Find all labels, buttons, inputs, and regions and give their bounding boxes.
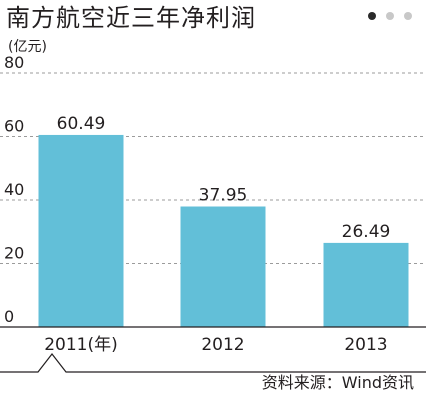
bar	[38, 134, 124, 327]
page-indicator	[368, 12, 412, 20]
bar	[180, 206, 266, 327]
y-axis-unit-label: (亿元)	[8, 39, 47, 55]
bars	[38, 134, 409, 327]
data-label: 60.49	[57, 114, 106, 134]
x-tick-label: 2013	[344, 335, 387, 355]
x-axis-labels: 2011(年) 2012 2013	[44, 335, 387, 355]
y-tick-label: 80	[4, 53, 24, 72]
data-label: 26.49	[342, 222, 391, 242]
source-note: 资料来源：Wind资讯	[261, 373, 414, 392]
bar	[323, 242, 409, 327]
data-labels: 60.49 37.95 26.49	[57, 114, 391, 242]
page-dot-2[interactable]	[386, 12, 394, 20]
x-tick-label: 2011(年)	[44, 335, 118, 355]
data-label: 37.95	[199, 186, 248, 206]
y-tick-label: 60	[4, 117, 24, 136]
x-tick-label: 2012	[201, 335, 244, 355]
y-axis-ticks: 0 20 40 60 80	[4, 53, 24, 326]
y-tick-label: 20	[4, 244, 24, 263]
page-dot-3[interactable]	[404, 12, 412, 20]
timeline-pointer	[0, 353, 426, 373]
chart-title: 南方航空近三年净利润	[6, 4, 256, 32]
page-dot-1[interactable]	[368, 12, 376, 20]
y-tick-label: 0	[4, 307, 14, 326]
y-tick-label: 40	[4, 180, 24, 199]
